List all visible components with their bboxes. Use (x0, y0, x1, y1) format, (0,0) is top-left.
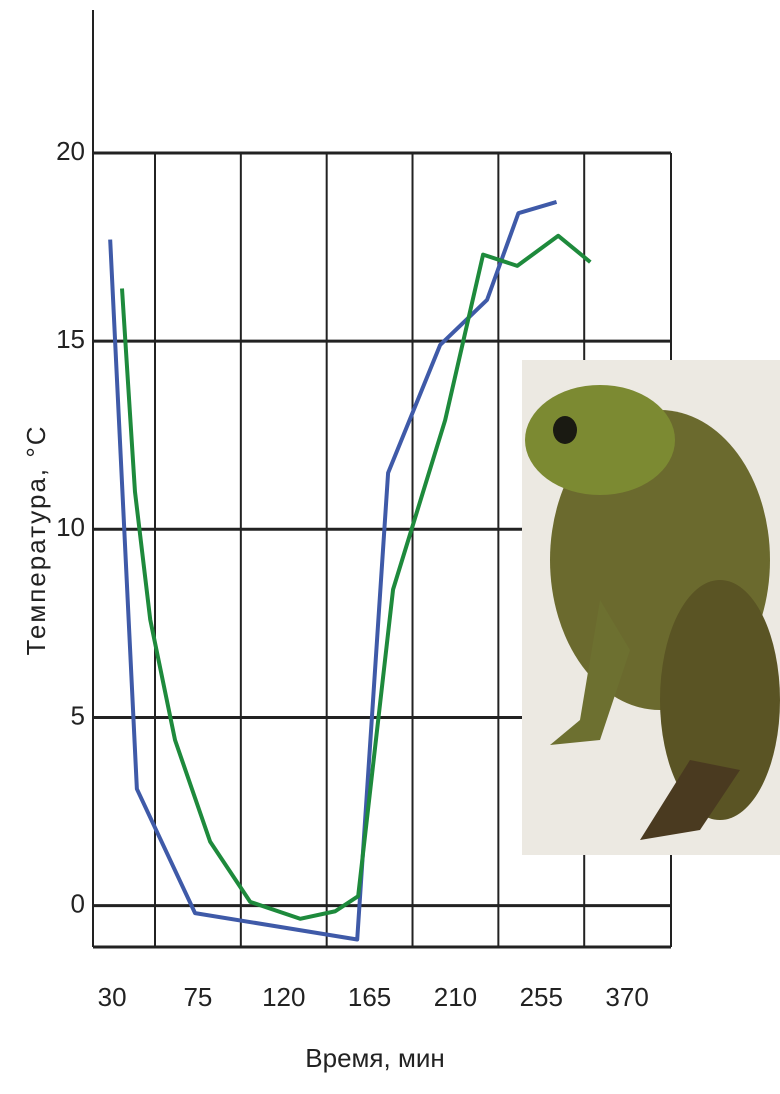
x-tick-label: 165 (348, 982, 391, 1012)
series-line (122, 236, 590, 919)
chart: 0 5 10 15 20 30 75 120 165 210 255 370 Время, мин Т… (0, 0, 780, 1094)
x-tick-label: 370 (605, 982, 648, 1012)
x-tick-label: 210 (434, 982, 477, 1012)
y-tick-label: 10 (56, 512, 85, 542)
series-line (110, 202, 556, 940)
y-tick-label: 5 (71, 700, 85, 730)
x-tick-label: 30 (98, 982, 127, 1012)
x-tick-label: 120 (262, 982, 305, 1012)
y-tick-label: 0 (71, 888, 85, 918)
frog-photo (522, 360, 780, 855)
y-tick-label: 15 (56, 324, 85, 354)
x-tick-label: 75 (183, 982, 212, 1012)
y-axis-label: Температура, °C (21, 424, 51, 655)
y-tick-label: 20 (56, 136, 85, 166)
x-tick-label: 255 (520, 982, 563, 1012)
x-axis-label: Время, мин (305, 1043, 444, 1073)
